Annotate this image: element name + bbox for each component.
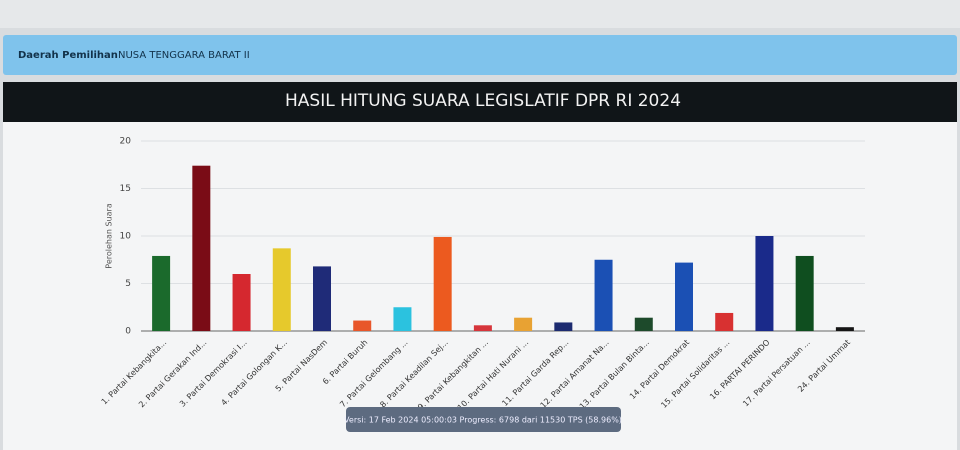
bar bbox=[514, 317, 533, 331]
y-tick-label: 10 bbox=[120, 232, 132, 242]
region-value: NUSA TENGGARA BARAT II bbox=[118, 50, 250, 61]
bar bbox=[393, 307, 412, 331]
bar bbox=[152, 255, 171, 331]
bar bbox=[795, 255, 814, 331]
y-tick-label: 5 bbox=[125, 279, 131, 289]
bar bbox=[755, 236, 774, 331]
y-tick-label: 0 bbox=[125, 327, 131, 337]
bar bbox=[554, 322, 573, 331]
bar bbox=[594, 259, 613, 331]
top-strip bbox=[0, 0, 960, 28]
bar bbox=[715, 312, 734, 331]
version-tooltip bbox=[346, 407, 621, 432]
version-text: Versi: 17 Feb 2024 05:00:03 Progress: 67… bbox=[344, 416, 622, 425]
bar bbox=[192, 165, 211, 331]
chart-title: HASIL HITUNG SUARA LEGISLATIF DPR RI 202… bbox=[285, 91, 681, 111]
region-label: Daerah Pemilihan bbox=[18, 50, 118, 61]
y-tick-label: 15 bbox=[120, 184, 131, 194]
bar bbox=[473, 325, 492, 331]
bar bbox=[835, 327, 854, 331]
bar bbox=[433, 236, 452, 331]
bar bbox=[232, 274, 251, 331]
bar bbox=[675, 262, 693, 331]
bar bbox=[313, 266, 331, 331]
bar bbox=[272, 248, 291, 331]
y-axis-title: Perolehan Suara bbox=[105, 203, 114, 269]
bar bbox=[634, 317, 653, 331]
chart-header bbox=[3, 82, 957, 122]
y-tick-label: 20 bbox=[120, 137, 132, 147]
region-bar bbox=[3, 35, 957, 75]
bar bbox=[353, 320, 372, 331]
